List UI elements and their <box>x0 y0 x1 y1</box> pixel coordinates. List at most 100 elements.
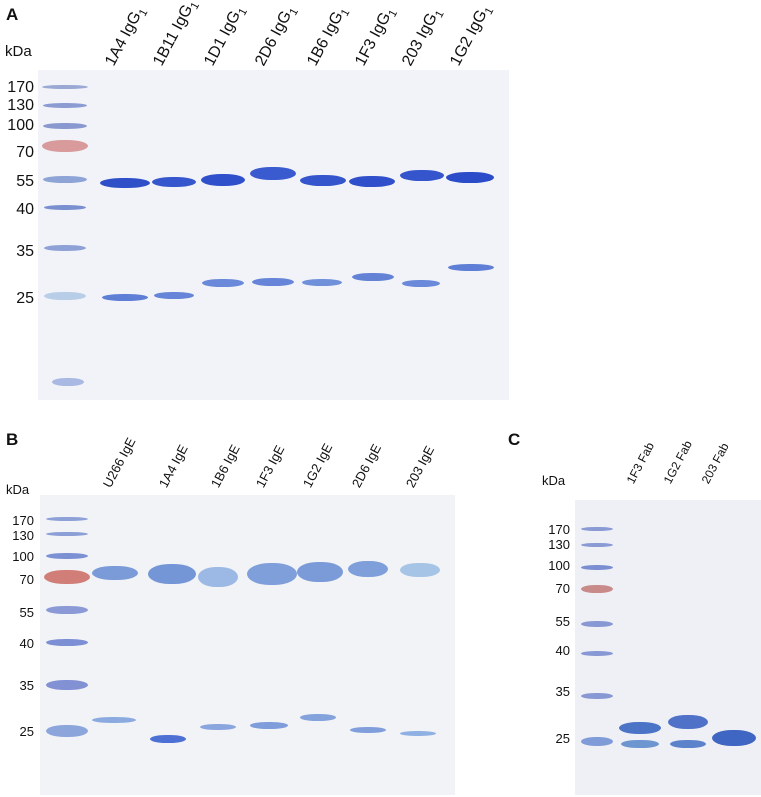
heavy-chain-band <box>348 561 388 577</box>
heavy-chain-band <box>92 566 138 580</box>
lane-label: 1F3 IgG1 <box>352 8 401 69</box>
marker-label: 25 <box>16 290 34 307</box>
light-chain-band <box>252 278 294 286</box>
ladder-band <box>581 543 613 547</box>
light-chain-band <box>400 731 436 736</box>
ladder-band <box>46 532 88 536</box>
light-chain-band <box>350 727 386 733</box>
panel-b-gel-image <box>40 495 455 795</box>
lane-label: 1G2 IgE <box>299 440 336 490</box>
ladder-band <box>46 606 88 614</box>
heavy-chain-band <box>400 170 444 181</box>
ladder-band <box>581 737 613 746</box>
marker-label: 70 <box>555 581 570 596</box>
marker-label: 55 <box>16 173 34 190</box>
ladder-band <box>46 680 88 690</box>
ladder-band <box>46 725 88 737</box>
marker-label: 35 <box>555 684 570 699</box>
ladder-band <box>581 565 613 570</box>
panel-c-kda-label: kDa <box>542 473 566 488</box>
light-chain-band <box>300 714 336 721</box>
lane-label: 1F3 IgE <box>252 442 288 490</box>
lane-label: 1G2 Fab <box>660 438 695 486</box>
lane-label: 1G2 IgG1 <box>447 5 497 69</box>
panel-c-letter: C <box>508 430 521 449</box>
heavy-chain-band <box>250 167 296 180</box>
ladder-band <box>43 103 87 108</box>
light-chain-band <box>302 279 342 286</box>
ladder-band <box>46 639 88 646</box>
ladder-band <box>581 621 613 627</box>
marker-label: 100 <box>7 117 34 134</box>
marker-label: 40 <box>19 636 34 651</box>
light-chain-band <box>102 294 148 301</box>
lane-label: 203 Fab <box>698 440 732 486</box>
marker-label: 40 <box>555 643 570 658</box>
marker-label: 40 <box>16 201 34 218</box>
ladder-band <box>46 517 88 521</box>
fab-band <box>712 730 756 746</box>
lane-label: 203 IgG1 <box>399 8 447 69</box>
ladder-band <box>581 693 613 699</box>
light-chain-band <box>200 724 236 730</box>
light-chain-band <box>352 273 394 281</box>
heavy-chain-band <box>297 562 343 582</box>
marker-label: 25 <box>19 724 34 739</box>
lane-label: 2D6 IgE <box>348 441 385 490</box>
lane-label: 1B11 IgG1 <box>150 0 203 69</box>
fab-lower-band <box>621 740 659 748</box>
heavy-chain-band <box>349 176 395 187</box>
lane-label: 203 IgE <box>402 443 438 490</box>
lane-label: 2D6 IgG1 <box>252 6 301 69</box>
ladder-band <box>43 176 87 183</box>
ladder-band <box>46 553 88 559</box>
panel-b-letter: B <box>6 430 19 449</box>
ladder-band <box>43 123 87 129</box>
marker-label: 55 <box>19 605 34 620</box>
heavy-chain-band <box>201 174 245 186</box>
lane-label: 1A4 IgE <box>155 442 191 490</box>
marker-label: 70 <box>19 572 34 587</box>
marker-label: 100 <box>548 558 570 573</box>
heavy-chain-band <box>400 563 440 577</box>
ladder-band <box>42 140 88 152</box>
ladder-band <box>42 85 88 89</box>
marker-label: 130 <box>7 97 34 114</box>
ladder-band <box>44 205 86 210</box>
fab-lower-band <box>670 740 706 748</box>
ladder-band <box>44 570 90 584</box>
marker-label: 170 <box>548 522 570 537</box>
panel-a-gel-image <box>38 70 509 400</box>
panel-a-letter: A <box>6 5 19 24</box>
ladder-band <box>44 292 86 300</box>
lane-label: 1B6 IgE <box>207 442 243 490</box>
ladder-band <box>581 651 613 656</box>
marker-label: 130 <box>12 528 34 543</box>
lane-label: 1D1 IgG1 <box>201 6 250 69</box>
heavy-chain-band <box>152 177 196 187</box>
light-chain-band <box>250 722 288 729</box>
heavy-chain-band <box>247 563 297 585</box>
light-chain-band <box>150 735 186 743</box>
marker-label: 130 <box>548 537 570 552</box>
ladder-band <box>44 245 86 251</box>
heavy-chain-band <box>300 175 346 186</box>
light-chain-band <box>448 264 494 271</box>
marker-label: 25 <box>555 731 570 746</box>
marker-label: 35 <box>19 678 34 693</box>
panel-c-gel-image <box>575 500 761 795</box>
marker-label: 70 <box>16 144 34 161</box>
marker-label: 170 <box>7 79 34 96</box>
fab-upper-band <box>619 722 661 734</box>
light-chain-band <box>92 717 136 723</box>
lane-label: U266 IgE <box>99 435 139 490</box>
heavy-chain-band <box>198 567 238 587</box>
marker-label: 55 <box>555 614 570 629</box>
ladder-band <box>52 378 84 386</box>
light-chain-band <box>154 292 194 299</box>
marker-label: 170 <box>12 513 34 528</box>
panel-b-kda-label: kDa <box>6 482 30 497</box>
ladder-band <box>581 527 613 531</box>
panel-a-kda-label: kDa <box>5 43 32 60</box>
ladder-band <box>581 585 613 593</box>
